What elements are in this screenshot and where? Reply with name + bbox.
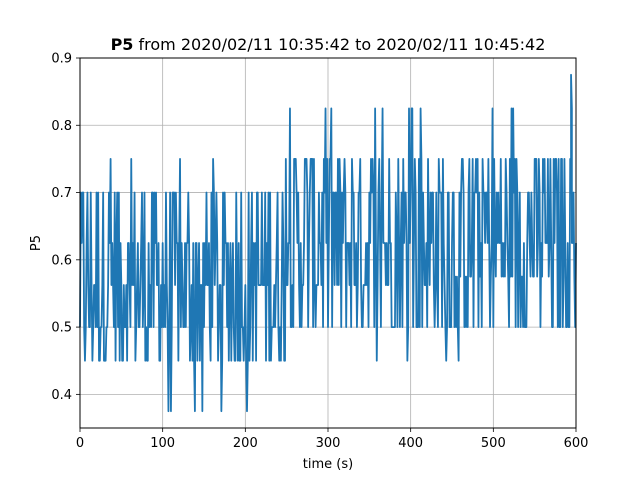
x-tick-label-3: 300 <box>316 436 341 451</box>
y-tick-label-3: 0.7 <box>51 186 72 201</box>
x-tick-label-5: 500 <box>481 436 506 451</box>
y-axis-label: P5 <box>29 235 44 251</box>
x-tick-label-6: 600 <box>564 436 589 451</box>
x-tick-label-1: 100 <box>150 436 175 451</box>
y-tick-label-5: 0.9 <box>51 52 72 67</box>
x-tick-label-2: 200 <box>233 436 258 451</box>
y-tick-label-4: 0.8 <box>51 119 72 134</box>
title-bold: P5 <box>111 35 134 54</box>
series-p5 <box>79 73 577 413</box>
y-tick-label-2: 0.6 <box>51 253 72 268</box>
series-line-p5 <box>79 73 577 413</box>
y-axis: 0.4 0.5 0.6 0.7 0.8 0.9 <box>51 52 80 403</box>
x-axis-label: time (s) <box>303 457 353 472</box>
y-tick-label-0: 0.4 <box>51 388 72 403</box>
x-tick-label-0: 0 <box>76 436 84 451</box>
x-axis: 0 100 200 300 400 500 600 <box>76 428 589 451</box>
y-tick-label-1: 0.5 <box>51 321 72 336</box>
x-tick-label-4: 400 <box>398 436 423 451</box>
chart-title: P5 from 2020/02/11 10:35:42 to 2020/02/1… <box>111 35 546 54</box>
title-rest: from 2020/02/11 10:35:42 to 2020/02/11 1… <box>133 35 545 54</box>
